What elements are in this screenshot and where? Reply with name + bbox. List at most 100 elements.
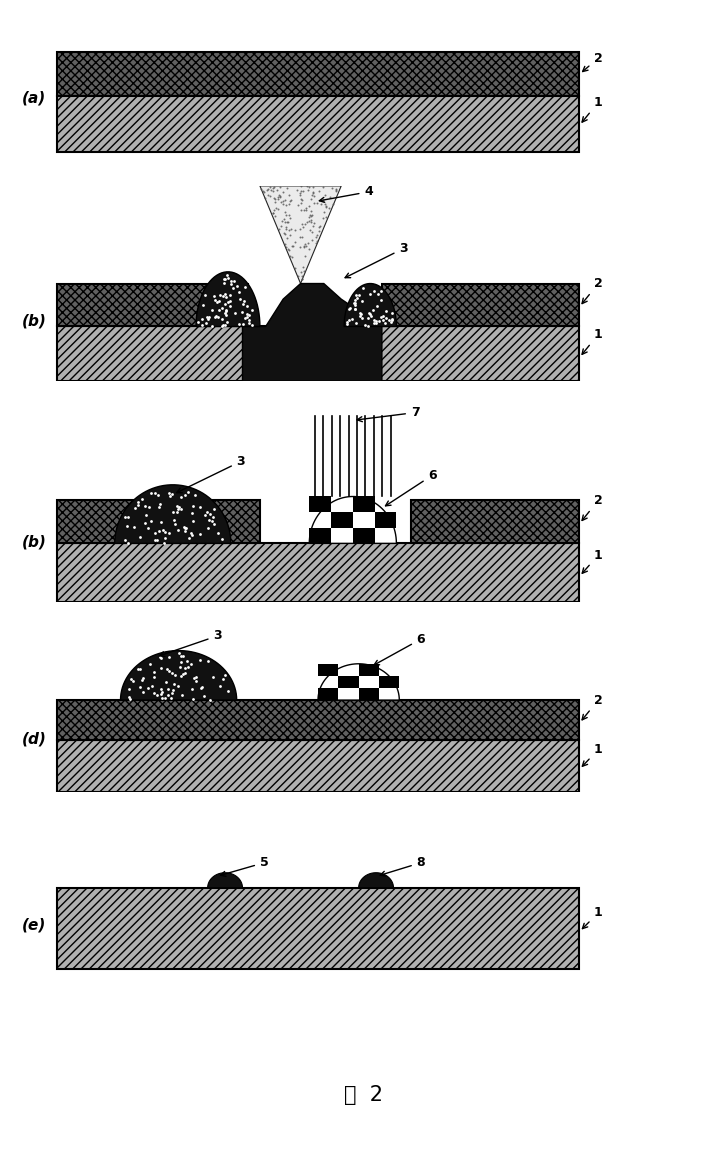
- Point: [276, 193, 287, 211]
- Point: [270, 199, 282, 217]
- Point: [283, 186, 295, 205]
- Point: [303, 207, 315, 225]
- Bar: [309, 528, 331, 544]
- Point: [210, 307, 221, 325]
- Point: [163, 483, 174, 502]
- Point: [179, 659, 190, 677]
- Point: [306, 210, 317, 229]
- Point: [307, 178, 319, 196]
- Point: [160, 673, 172, 691]
- Point: [166, 664, 177, 682]
- Point: [301, 177, 313, 195]
- Point: [239, 308, 250, 327]
- Point: [129, 517, 140, 536]
- Point: [280, 196, 292, 215]
- Point: [225, 274, 237, 293]
- Point: [261, 180, 273, 199]
- Point: [145, 483, 157, 502]
- Point: [285, 227, 296, 245]
- Point: [301, 201, 312, 220]
- Point: [303, 196, 314, 215]
- Polygon shape: [121, 651, 237, 700]
- Point: [298, 261, 310, 280]
- Point: [167, 683, 179, 702]
- Point: [267, 181, 279, 200]
- Point: [315, 195, 327, 214]
- Point: [295, 263, 307, 281]
- Text: 7: 7: [357, 406, 420, 422]
- Point: [296, 215, 308, 234]
- Point: [217, 669, 229, 688]
- Text: 4: 4: [319, 185, 373, 202]
- Point: [163, 647, 175, 666]
- Point: [356, 304, 367, 323]
- Point: [217, 287, 229, 306]
- Point: [163, 686, 174, 704]
- Point: [219, 270, 231, 288]
- Point: [379, 314, 391, 332]
- Point: [297, 257, 309, 275]
- Point: [274, 187, 285, 206]
- Point: [219, 315, 231, 333]
- Bar: [57, 740, 579, 792]
- Point: [197, 687, 209, 705]
- Point: [152, 522, 164, 540]
- Point: [296, 270, 308, 288]
- Point: [197, 315, 208, 333]
- Point: [204, 690, 216, 709]
- Point: [199, 505, 211, 524]
- Point: [178, 517, 189, 536]
- Point: [282, 179, 293, 198]
- Point: [264, 187, 276, 206]
- Point: [119, 530, 131, 548]
- Point: [280, 225, 291, 244]
- Point: [308, 216, 319, 235]
- Point: [377, 307, 388, 325]
- Point: [141, 505, 152, 524]
- Point: [243, 311, 255, 330]
- Point: [176, 500, 187, 518]
- Text: (a): (a): [22, 91, 46, 106]
- Point: [123, 508, 134, 526]
- Point: [154, 647, 166, 666]
- Point: [317, 209, 328, 228]
- Point: [294, 184, 306, 202]
- Point: [286, 236, 298, 254]
- Point: [168, 680, 179, 698]
- Point: [262, 185, 274, 203]
- Point: [136, 670, 147, 689]
- Point: [349, 294, 361, 313]
- Point: [304, 221, 316, 239]
- Point: [350, 286, 362, 304]
- Point: [297, 191, 309, 209]
- Point: [289, 232, 301, 251]
- Point: [137, 669, 149, 688]
- Point: [282, 239, 294, 258]
- Point: [171, 497, 183, 516]
- Bar: [359, 664, 379, 676]
- Point: [221, 266, 233, 285]
- Text: 1: 1: [582, 95, 603, 122]
- Point: [295, 194, 307, 213]
- Polygon shape: [115, 485, 231, 544]
- Text: 6: 6: [374, 632, 425, 665]
- Point: [380, 301, 392, 320]
- Text: 2: 2: [582, 494, 603, 521]
- Point: [346, 309, 358, 328]
- Point: [269, 193, 280, 211]
- Point: [166, 688, 177, 706]
- Point: [221, 306, 232, 324]
- Point: [226, 272, 237, 290]
- Point: [185, 655, 197, 674]
- Point: [232, 277, 243, 295]
- Point: [176, 487, 187, 505]
- Point: [272, 180, 283, 199]
- Point: [289, 259, 301, 278]
- Polygon shape: [196, 272, 260, 327]
- Point: [369, 281, 380, 300]
- Point: [159, 689, 171, 708]
- Point: [317, 178, 329, 196]
- Point: [372, 285, 383, 303]
- Text: 6: 6: [386, 468, 437, 505]
- Point: [179, 664, 190, 682]
